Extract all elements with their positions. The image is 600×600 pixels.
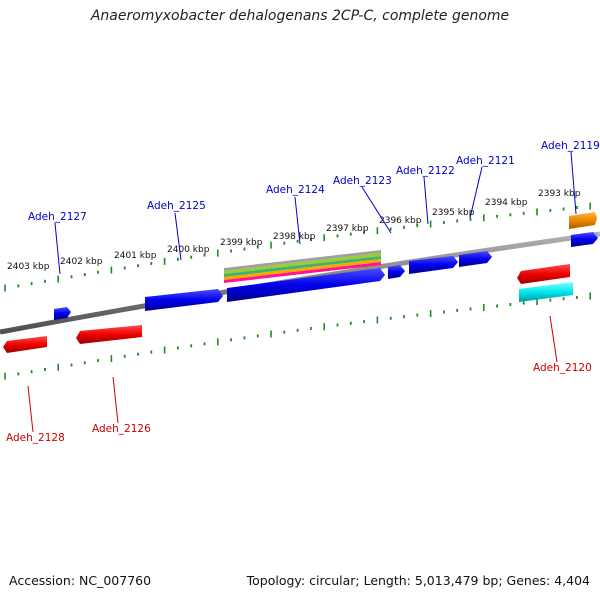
leader-adeh-2119 [570, 151, 577, 215]
scale-labels: 2403 kbp 2402 kbp 2401 kbp 2400 kbp 2399… [7, 189, 581, 272]
feature-orange [569, 212, 597, 229]
tick-label: 2403 kbp [7, 262, 50, 272]
gene-adeh-2127[interactable] [54, 307, 71, 320]
gene-label-adeh-2119[interactable]: Adeh_2119 [541, 140, 600, 152]
gene-label-adeh-2123[interactable]: Adeh_2123 [333, 175, 392, 187]
tick-label: 2397 kbp [326, 224, 369, 234]
leader-adeh-2122 [423, 176, 429, 225]
gene-adeh-2119[interactable] [571, 232, 598, 247]
map-title: Anaeromyxobacter dehalogenans 2CP-C, com… [90, 8, 510, 24]
gene-label-adeh-2121[interactable]: Adeh_2121 [456, 155, 515, 167]
feature-bar-light-green [224, 253, 381, 274]
tick-label: 2400 kbp [167, 245, 210, 255]
feature-bar-orange [224, 259, 381, 280]
tick-label: 2395 kbp [432, 208, 475, 218]
leader-adeh-2128 [27, 385, 34, 433]
gene-label-adeh-2120[interactable]: Adeh_2120 [533, 362, 592, 374]
feature-stack [224, 250, 381, 283]
feature-bar-green [224, 256, 381, 277]
gene-adeh-2121[interactable] [459, 251, 492, 267]
leader-adeh-2125 [174, 212, 182, 261]
gene-label-adeh-2126[interactable]: Adeh_2126 [92, 423, 151, 435]
genome-summary-text: Topology: circular; Length: 5,013,479 bp… [246, 573, 590, 588]
gene-adeh-2125[interactable] [145, 289, 223, 311]
leader-adeh-2121 [469, 166, 483, 219]
leader-adeh-2127 [54, 222, 61, 275]
scale-ticks-outer [4, 202, 592, 292]
gene-adeh-2123[interactable] [388, 265, 405, 279]
gene-label-adeh-2125[interactable]: Adeh_2125 [147, 200, 206, 212]
accession-text: Accession: NC_007760 [9, 573, 152, 588]
feature-bar-pink [224, 262, 381, 283]
feature-cyan [519, 282, 573, 302]
tick-label: 2401 kbp [114, 251, 157, 261]
gene-label-adeh-2124[interactable]: Adeh_2124 [266, 184, 325, 196]
gene-label-adeh-2128[interactable]: Adeh_2128 [6, 432, 65, 444]
gene-labels: Adeh_2119 Adeh_2121 Adeh_2122 Adeh_2123 … [6, 140, 600, 444]
reverse-genes [3, 264, 573, 353]
leader-adeh-2120 [549, 315, 558, 363]
leader-adeh-2126 [112, 376, 119, 424]
forward-genes [54, 212, 598, 320]
gene-adeh-2124[interactable] [227, 268, 385, 302]
feature-bar-gray [224, 250, 381, 271]
tick-label: 2399 kbp [220, 238, 263, 248]
tick-label: 2393 kbp [538, 189, 581, 199]
gene-adeh-2120[interactable] [517, 264, 570, 284]
tick-label: 2398 kbp [273, 232, 316, 242]
tick-label: 2394 kbp [485, 198, 528, 208]
gene-label-adeh-2122[interactable]: Adeh_2122 [396, 165, 455, 177]
gene-adeh-2128[interactable] [3, 336, 47, 353]
label-leaders [27, 151, 577, 433]
gene-adeh-2122[interactable] [409, 256, 458, 274]
leader-adeh-2124 [294, 196, 301, 245]
scale-ticks-inner [4, 292, 592, 380]
gene-adeh-2126[interactable] [76, 325, 142, 344]
gene-label-adeh-2127[interactable]: Adeh_2127 [28, 211, 87, 223]
tick-label: 2402 kbp [60, 257, 103, 267]
tick-label: 2396 kbp [379, 216, 422, 226]
leader-adeh-2123 [361, 186, 392, 234]
